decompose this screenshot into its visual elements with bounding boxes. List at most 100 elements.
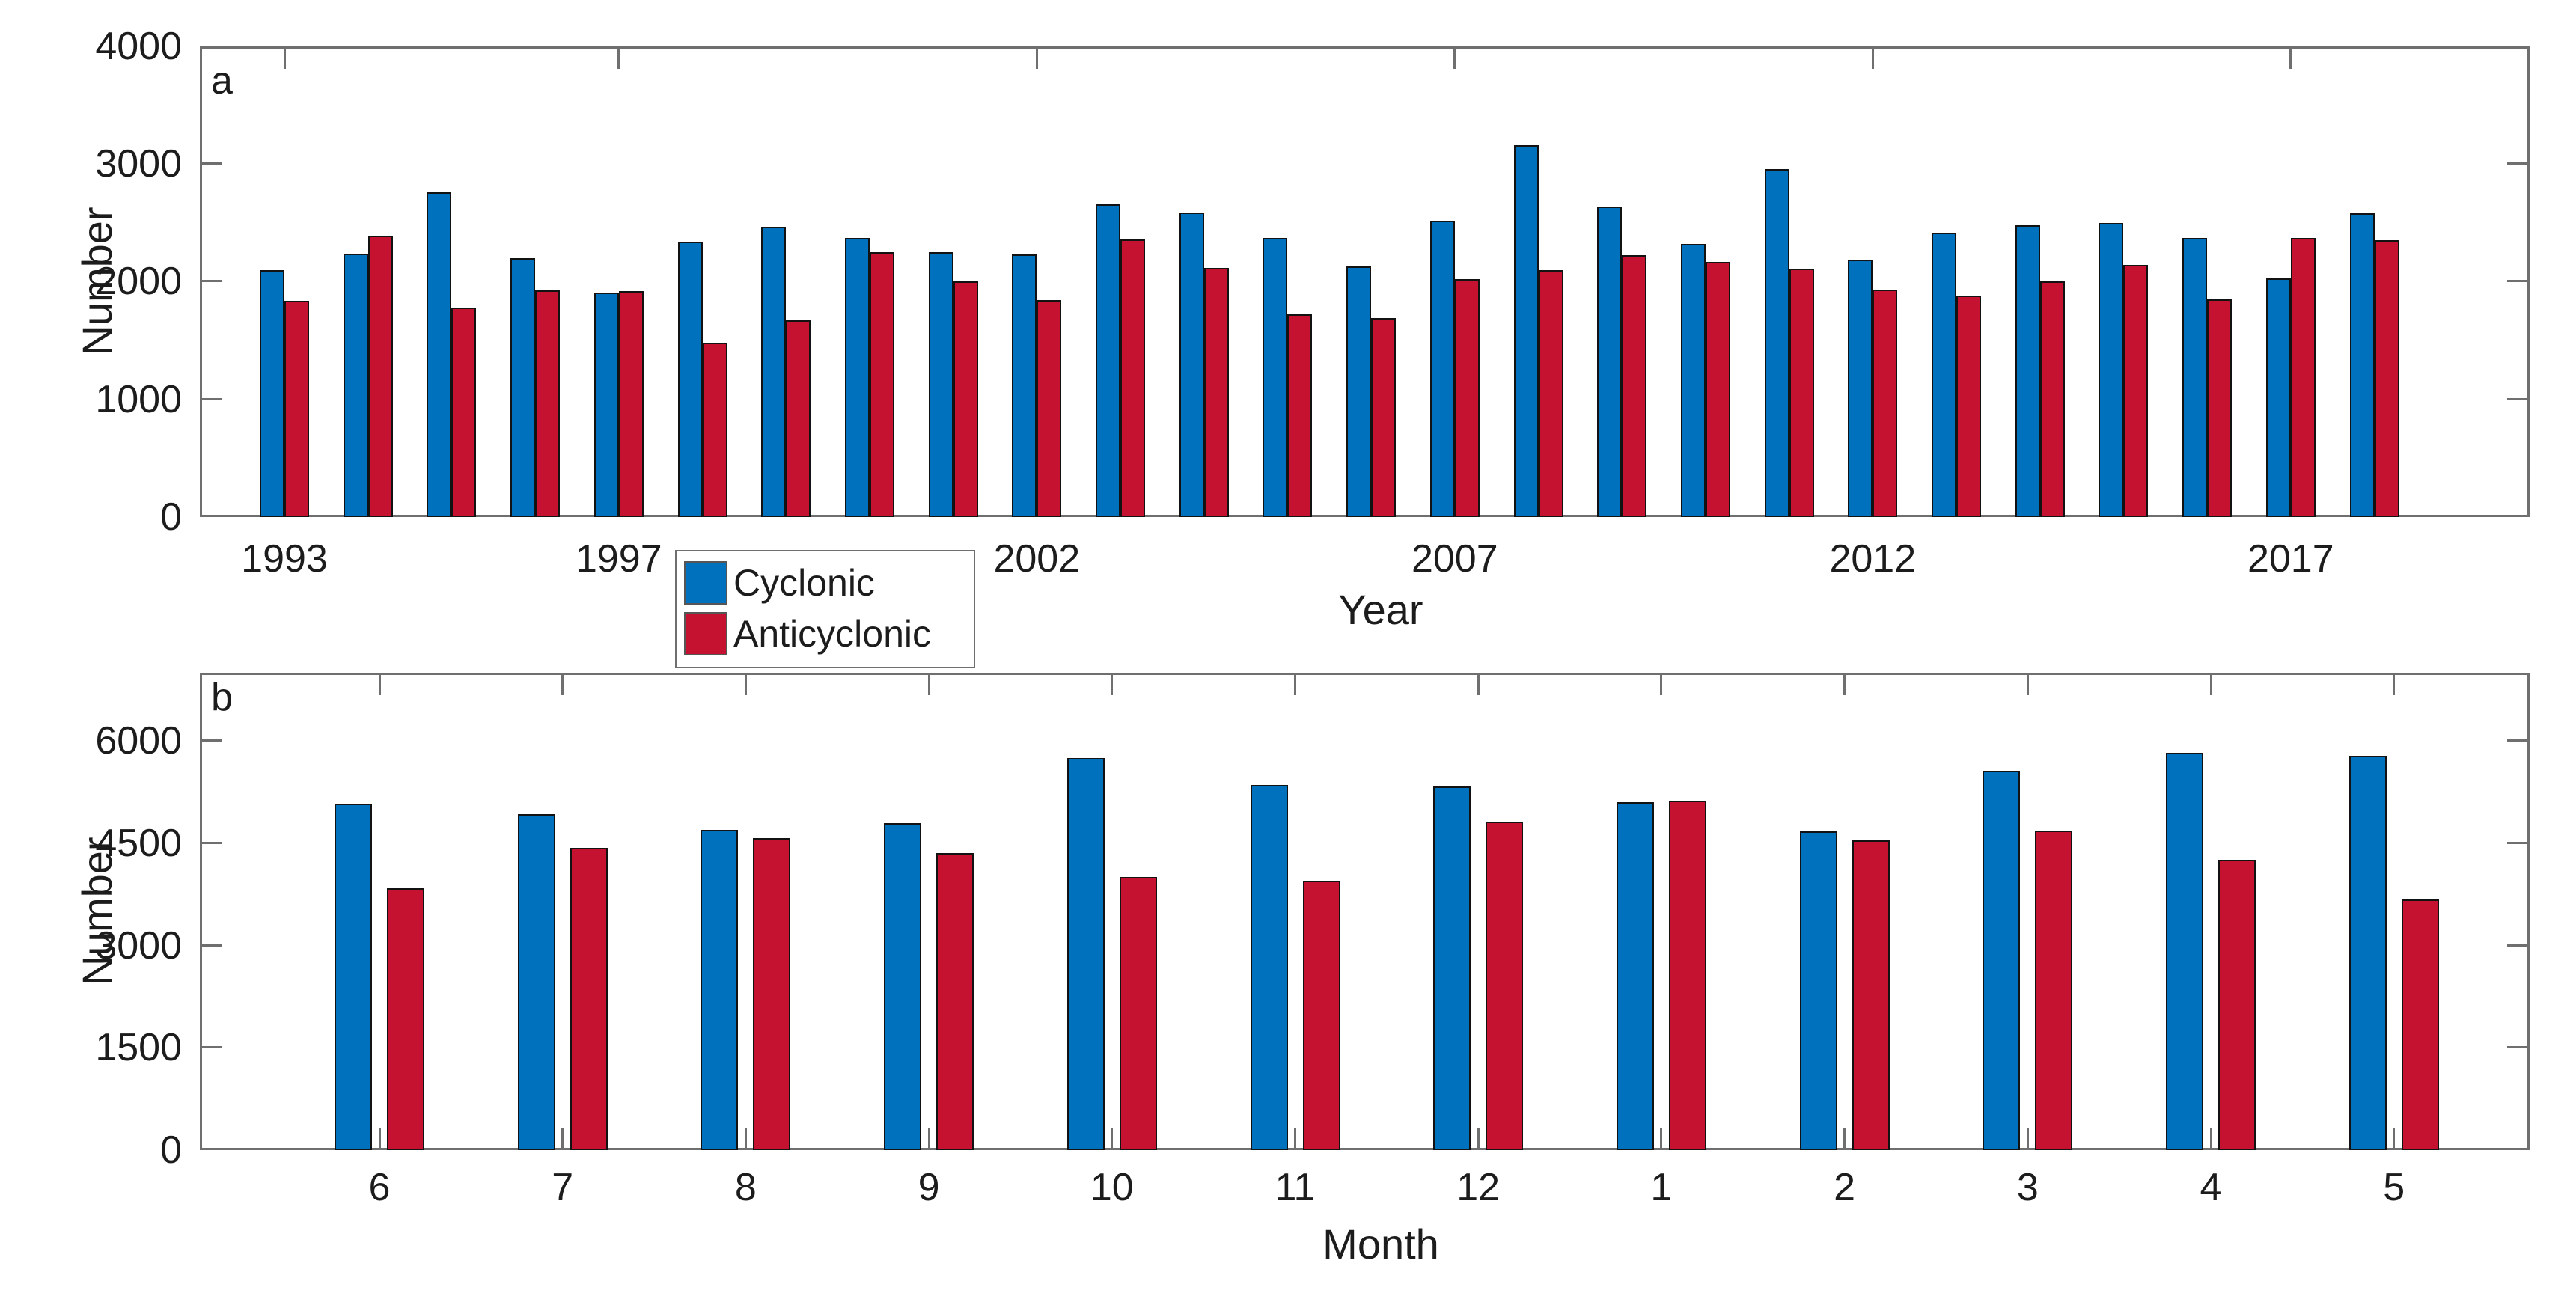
- bar-cyclonic-2006: [1346, 266, 1371, 517]
- panel-b-xtick-label: 7: [552, 1166, 574, 1209]
- panel-b-xtick-mark: [1294, 1128, 1296, 1150]
- panel-b-xtick-label: 11: [1275, 1166, 1316, 1209]
- panel-b-ytick-label: 0: [160, 1128, 182, 1172]
- bar-anticyclonic-1999: [786, 320, 811, 517]
- bar-cyclonic-2017: [2266, 278, 2291, 517]
- bar-cyclonic-1995: [427, 192, 451, 517]
- bar-cyclonic-6: [335, 804, 372, 1150]
- bar-cyclonic-1997: [594, 293, 619, 517]
- bar-cyclonic-2007: [1430, 221, 1455, 517]
- bar-cyclonic-2004: [1179, 213, 1204, 517]
- bar-anticyclonic-1996: [535, 290, 560, 517]
- panel-b-xtick-mark: [2209, 673, 2212, 695]
- bar-anticyclonic-8: [753, 838, 790, 1150]
- panel-b-xtick-mark: [1660, 673, 1663, 695]
- bar-cyclonic-2010: [1681, 244, 1706, 517]
- panel-a-xtick-label: 2017: [2247, 537, 2334, 581]
- panel-b-xtick-mark: [378, 1128, 381, 1150]
- bar-anticyclonic-12: [1486, 822, 1523, 1150]
- panel-a-xtick-label: 1997: [575, 537, 662, 581]
- legend-label-anticyclonic: Anticyclonic: [733, 613, 931, 655]
- bar-anticyclonic-2001: [953, 281, 978, 517]
- panel-b-xtick-mark: [1843, 1128, 1846, 1150]
- panel-a-xtick-mark: [2289, 46, 2292, 69]
- bar-anticyclonic-9: [936, 853, 974, 1150]
- panel-b-ytick-mark: [2507, 944, 2530, 947]
- panel-a-xtick-mark: [283, 46, 286, 69]
- bar-anticyclonic-4: [2218, 860, 2256, 1150]
- bar-anticyclonic-6: [387, 888, 424, 1150]
- bar-cyclonic-7: [518, 814, 555, 1150]
- bar-anticyclonic-2013: [1956, 296, 1981, 517]
- panel-b-ytick-mark: [200, 944, 222, 947]
- bar-anticyclonic-2006: [1371, 318, 1396, 517]
- panel-b-xtick-mark: [1477, 1128, 1480, 1150]
- panel-b-xtick-mark: [1111, 673, 1114, 695]
- bar-cyclonic-10: [1067, 758, 1105, 1150]
- panel-a-ytick-label: 2000: [95, 260, 182, 303]
- legend-item-cyclonic: Cyclonic: [684, 560, 875, 605]
- panel-b-ytick-mark: [200, 739, 222, 742]
- bar-cyclonic-12: [1433, 786, 1471, 1150]
- panel-a-ytick-mark: [2507, 398, 2530, 400]
- panel-b-xtick-mark: [2026, 673, 2029, 695]
- bar-cyclonic-2018: [2350, 213, 2375, 517]
- bar-cyclonic-2000: [845, 238, 870, 517]
- panel-a-xtick-mark: [1871, 46, 1874, 69]
- bar-cyclonic-2011: [1765, 169, 1789, 517]
- panel-b-ytick-label: 6000: [95, 719, 182, 762]
- panel-b-ytick-label: 1500: [95, 1026, 182, 1069]
- panel-b-xtick-label: 4: [2200, 1166, 2222, 1209]
- panel-a-xtick-mark: [1453, 46, 1456, 69]
- panel-b-xtick-mark: [378, 673, 381, 695]
- bar-anticyclonic-2002: [1037, 300, 1061, 517]
- panel-b-xtick-mark: [2393, 1128, 2396, 1150]
- panel-b-xtick-mark: [744, 1128, 747, 1150]
- panel-a-ytick-mark: [2507, 280, 2530, 282]
- bar-anticyclonic-11: [1303, 881, 1340, 1150]
- bar-anticyclonic-2008: [1539, 270, 1563, 517]
- panel-b-xtick-mark: [2209, 1128, 2212, 1150]
- bar-cyclonic-3: [1983, 771, 2020, 1150]
- panel-b-xtick-mark: [1477, 673, 1480, 695]
- bar-anticyclonic-1997: [619, 291, 644, 517]
- bar-anticyclonic-1: [1669, 801, 1706, 1150]
- bar-cyclonic-2015: [2099, 223, 2123, 517]
- bar-cyclonic-2001: [929, 252, 953, 517]
- panel-b-xtick-mark: [2393, 673, 2396, 695]
- panel-b-xtick-mark: [1294, 673, 1296, 695]
- bar-cyclonic-2012: [1848, 260, 1873, 517]
- panel-b-xtick-mark: [744, 673, 747, 695]
- panel-a-ytick-mark: [200, 398, 222, 400]
- bar-anticyclonic-2000: [870, 252, 894, 517]
- bar-cyclonic-1999: [761, 227, 786, 517]
- panel-a-ytick-label: 3000: [95, 142, 182, 186]
- panel-b-xtick-mark: [927, 673, 930, 695]
- panel-b-xtick-label: 3: [2016, 1166, 2039, 1209]
- bar-anticyclonic-7: [570, 848, 608, 1150]
- bar-cyclonic-2013: [1932, 233, 1956, 517]
- bar-anticyclonic-1994: [368, 236, 393, 517]
- panel-b-ytick-label: 3000: [95, 924, 182, 968]
- bar-anticyclonic-2015: [2123, 265, 2148, 517]
- bar-cyclonic-2008: [1514, 145, 1539, 517]
- bar-cyclonic-1993: [260, 270, 284, 517]
- panel-a-ytick-mark: [2507, 162, 2530, 165]
- bar-anticyclonic-2009: [1622, 255, 1646, 517]
- bar-anticyclonic-3: [2035, 831, 2072, 1150]
- bar-anticyclonic-2004: [1204, 268, 1229, 517]
- bar-cyclonic-2014: [2015, 225, 2040, 517]
- bar-anticyclonic-5: [2402, 899, 2439, 1150]
- panel-a-xlabel: Year: [1338, 586, 1423, 633]
- panel-a-xtick-mark: [1035, 46, 1038, 69]
- panel-b-xtick-label: 2: [1834, 1166, 1856, 1209]
- bar-cyclonic-1994: [344, 254, 368, 517]
- panel-b-ytick-label: 4500: [95, 822, 182, 865]
- bar-cyclonic-1996: [510, 258, 535, 517]
- panel-b-ytick-mark: [200, 842, 222, 844]
- panel-a-xtick-mark: [617, 46, 620, 69]
- panel-b-letter: b: [211, 676, 233, 719]
- bar-anticyclonic-2014: [2040, 281, 2065, 517]
- panel-b-xtick-label: 5: [2383, 1166, 2405, 1209]
- panel-a-ytick-label: 0: [160, 495, 182, 539]
